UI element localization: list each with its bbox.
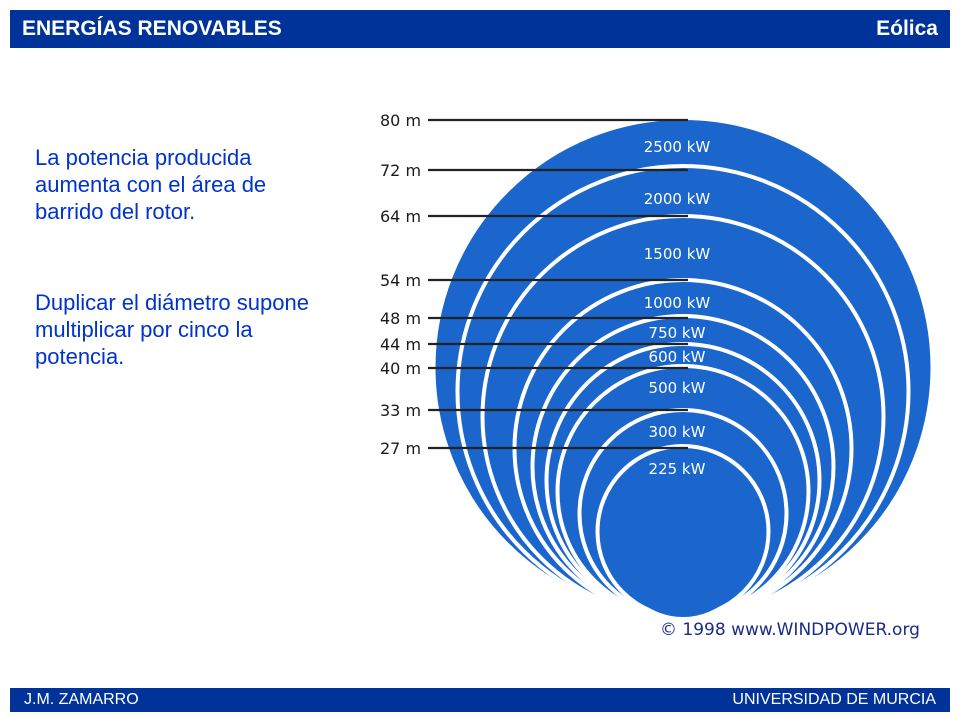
footer-author: J.M. ZAMARRO [24,691,139,708]
diameter-label: 54 m [380,271,421,290]
diameter-label: 48 m [380,309,421,328]
diameter-label: 80 m [380,111,421,130]
header-section: Eólica [876,17,938,40]
power-label: 300 kW [649,423,706,441]
power-label: 1000 kW [644,294,711,312]
power-labels: 2500 kW 2000 kW 1500 kW 1000 kW 750 kW 600 kW… [644,138,711,478]
footer-bar: J.M. ZAMARRO UNIVERSIDAD DE MURCIA [10,688,950,712]
power-label: 2000 kW [644,190,711,208]
diameter-label: 72 m [380,161,421,180]
footer-institution: UNIVERSIDAD DE MURCIA [732,691,936,708]
power-label: 600 kW [649,348,706,366]
diameter-label: 27 m [380,439,421,458]
diameter-label: 44 m [380,335,421,354]
power-label: 1500 kW [644,245,711,263]
leader-lines [428,118,688,450]
copyright-text: © 1998 www.WINDPOWER.org [660,620,920,640]
diameter-label: 40 m [380,359,421,378]
power-label: 750 kW [649,324,706,342]
power-label: 225 kW [649,460,706,478]
header-bar: ENERGÍAS RENOVABLES Eólica [10,10,950,48]
power-label: 2500 kW [644,138,711,156]
rotor-disc [615,482,751,617]
diameter-label: 64 m [380,207,421,226]
paragraph-diameter-power: Duplicar el diámetro supone multiplicar … [35,290,309,369]
paragraph-area-power: La potencia producida aumenta con el áre… [35,145,267,224]
rotor-diameter-diagram: 80 m 72 m 64 m 54 m 48 m 44 m 40 m 33 m 27 m 250… [380,111,935,640]
power-label: 500 kW [649,379,706,397]
diameter-labels: 80 m 72 m 64 m 54 m 48 m 44 m 40 m 33 m 27 m [380,111,421,458]
header-title: ENERGÍAS RENOVABLES [22,17,282,40]
diameter-label: 33 m [380,401,421,420]
rotor-discs [431,116,935,619]
